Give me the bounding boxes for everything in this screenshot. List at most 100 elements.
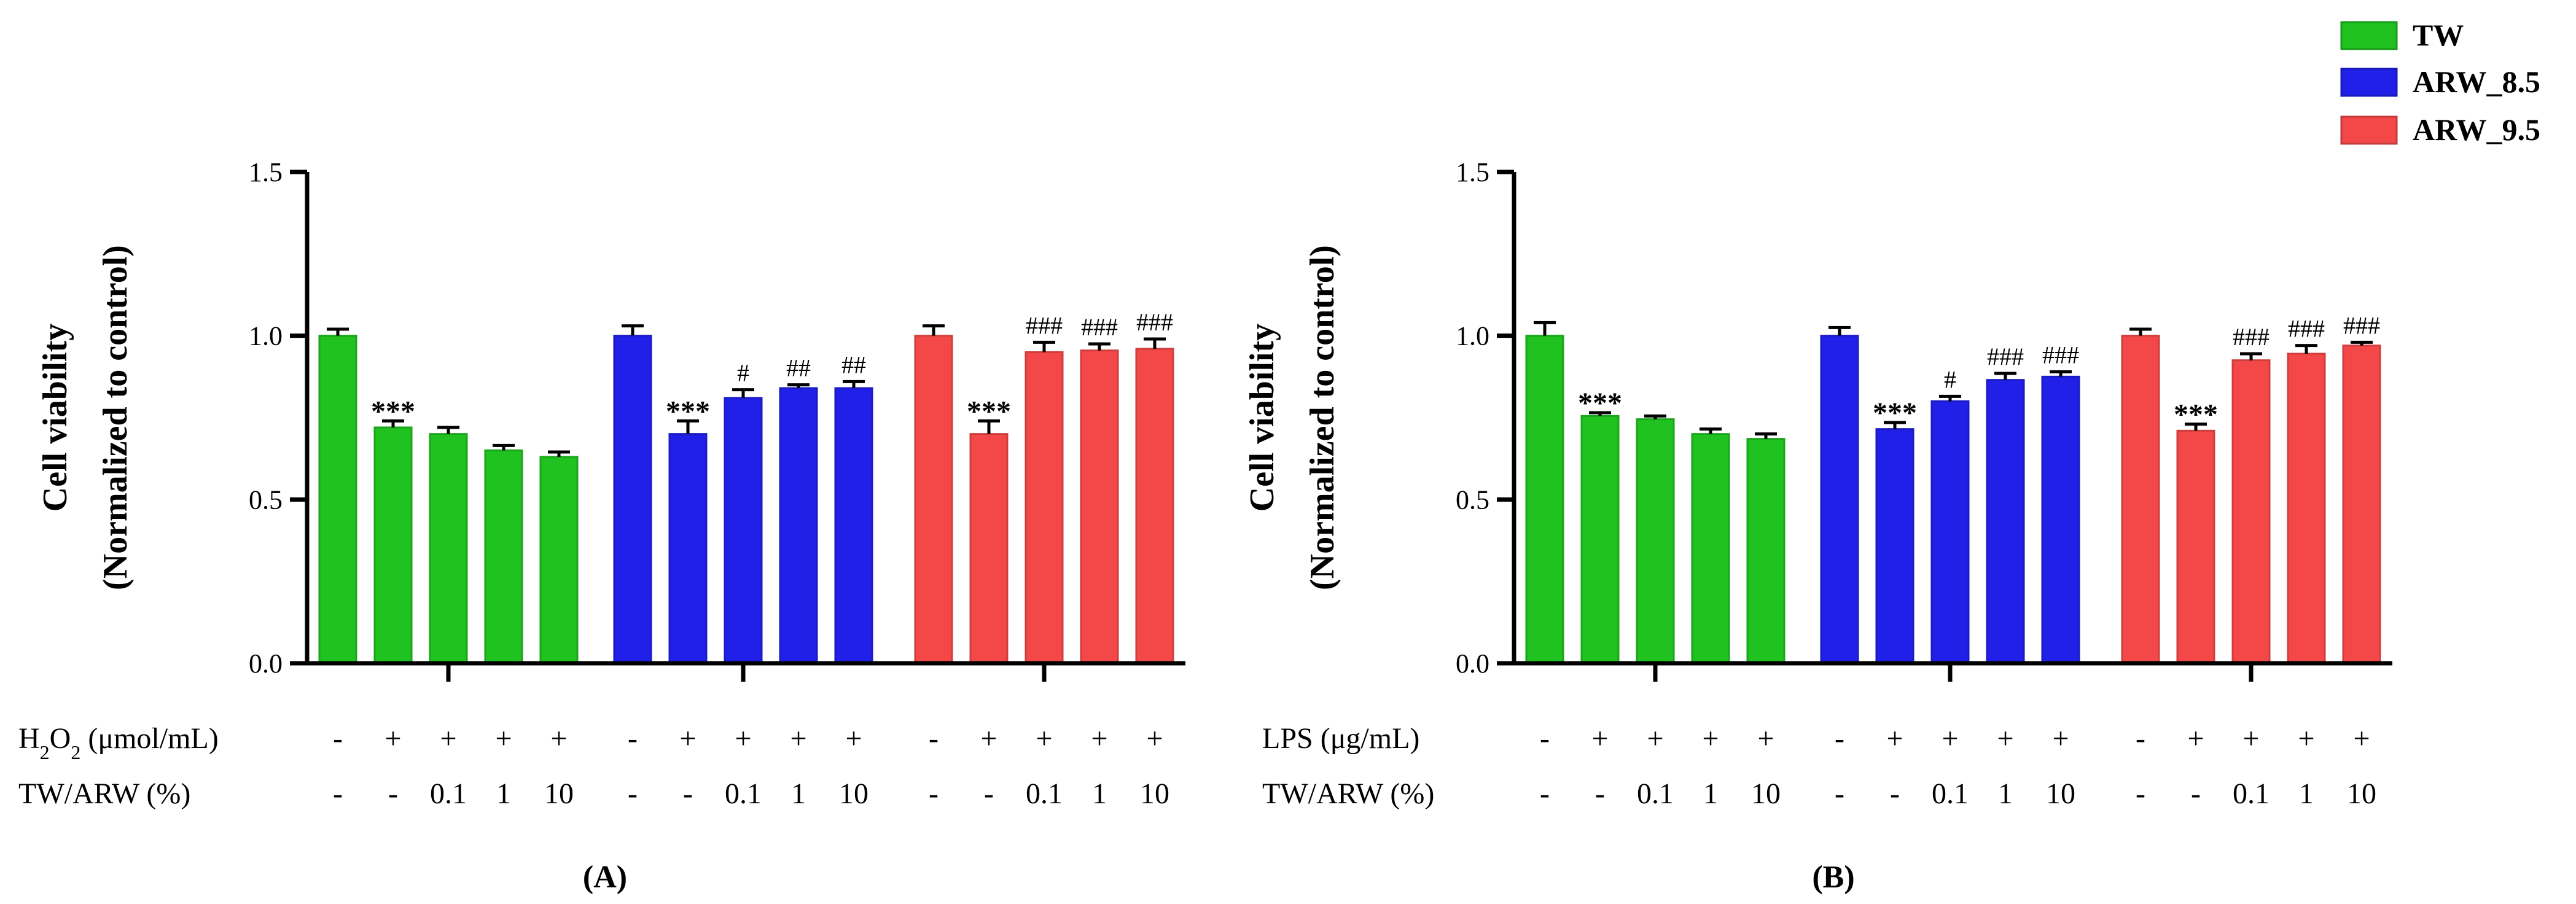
significance-stars: *** — [967, 395, 1011, 427]
treatment-mark: + — [2298, 722, 2314, 755]
dose-mark: 1 — [496, 777, 511, 810]
treatment-mark: + — [1146, 722, 1163, 755]
significance-stars: *** — [2174, 399, 2218, 431]
treatment-mark: + — [1647, 722, 1663, 755]
panel-b: 0.0 0.5 1.0 1.5 Cell viability (Normalized to… — [1243, 157, 2392, 895]
significance-hash: ### — [2042, 341, 2079, 368]
bar — [1691, 433, 1730, 664]
bar — [1986, 379, 2025, 664]
bar — [1820, 335, 1859, 664]
bar — [1025, 351, 1064, 664]
treatment-mark: + — [1591, 722, 1608, 755]
bar — [1080, 349, 1119, 664]
dose-mark: 0.1 — [2233, 777, 2270, 810]
y-tick-label: 0.0 — [1456, 649, 1489, 679]
dose-mark: 1 — [791, 777, 806, 810]
y-axis-label-line2: (Normalized to control) — [96, 245, 135, 590]
treatment-mark: - — [2136, 722, 2145, 755]
bar — [484, 449, 523, 664]
dose-mark: - — [2191, 777, 2201, 810]
treatment-mark: + — [1997, 722, 2013, 755]
significance-hash: ### — [2288, 315, 2325, 343]
bar — [969, 433, 1009, 664]
y-tick-label: 0.0 — [249, 649, 283, 679]
bar — [318, 335, 357, 664]
treatment-mark: - — [628, 722, 638, 755]
y-tick-label: 1.5 — [1456, 157, 1489, 187]
dose-mark: - — [1595, 777, 1605, 810]
treatment-mark: + — [980, 722, 997, 755]
y-axis-label-line2: (Normalized to control) — [1303, 245, 1341, 590]
dose-mark: - — [1540, 777, 1550, 810]
significance-hash: # — [737, 359, 749, 387]
legend: TW ARW_8.5 ARW_9.5 — [2340, 18, 2540, 147]
significance-stars: *** — [1873, 397, 1917, 429]
treatment-mark: + — [2187, 722, 2204, 755]
dose-mark: 10 — [1140, 777, 1169, 810]
y-tick-label: 1.0 — [1456, 321, 1489, 351]
y-tick-label: 1.5 — [249, 157, 283, 187]
dose-mark: - — [1890, 777, 1900, 810]
significance-hash: ### — [2233, 323, 2270, 351]
bar — [1746, 438, 1786, 664]
significance-hash: ### — [1026, 311, 1063, 339]
bar — [914, 335, 953, 664]
treatment-mark: + — [1091, 722, 1107, 755]
bar — [1875, 428, 1914, 664]
bar — [1135, 348, 1174, 664]
dose-mark: 1 — [1998, 777, 2013, 810]
dose-row-label: TW/ARW (%) — [1262, 777, 1434, 810]
treatment-mark: + — [2052, 722, 2069, 755]
legend-label: ARW_9.5 — [2413, 112, 2540, 147]
treatment-mark: + — [1036, 722, 1052, 755]
dose-mark: 1 — [2299, 777, 2314, 810]
bar — [2121, 335, 2160, 664]
dose-mark: - — [388, 777, 398, 810]
dose-mark: 10 — [839, 777, 868, 810]
panel-label: (A) — [583, 860, 627, 895]
bar — [1930, 400, 1970, 664]
y-tick-label: 0.5 — [249, 485, 283, 515]
bar — [1580, 415, 1620, 664]
treatment-mark: + — [1886, 722, 1903, 755]
significance-stars: *** — [371, 395, 415, 427]
y-axis-label-line1: Cell viability — [1243, 324, 1281, 512]
treatment-mark: + — [2242, 722, 2259, 755]
bar — [834, 387, 873, 664]
dose-mark: 0.1 — [725, 777, 762, 810]
bar — [429, 433, 468, 664]
panel-label: (B) — [1812, 860, 1854, 895]
bar — [1636, 418, 1675, 664]
legend-swatch — [2340, 68, 2398, 97]
dose-mark: - — [333, 777, 343, 810]
bar — [2176, 429, 2215, 664]
bar — [2342, 345, 2381, 664]
dose-mark: 1 — [1092, 777, 1107, 810]
treatment-mark: + — [1942, 722, 1958, 755]
y-axis-label-line1: Cell viability — [36, 324, 74, 512]
bar — [779, 387, 818, 664]
treatment-mark: + — [679, 722, 696, 755]
significance-hash: # — [1944, 365, 1956, 393]
treatment-mark: + — [1757, 722, 1774, 755]
significance-hash: ### — [2343, 311, 2380, 339]
y-tick-label: 0.5 — [1456, 485, 1489, 515]
treatment-mark: + — [2353, 722, 2370, 755]
treatment-mark: - — [929, 722, 939, 755]
bar — [373, 426, 413, 664]
dose-mark: 10 — [1751, 777, 1781, 810]
dose-mark: 1 — [1703, 777, 1718, 810]
legend-label: ARW_8.5 — [2413, 64, 2540, 99]
significance-hash: ### — [1136, 308, 1173, 336]
bar — [613, 335, 652, 664]
bar — [2041, 375, 2080, 664]
bar — [668, 433, 708, 664]
legend-swatch — [2340, 21, 2398, 50]
dose-mark: 0.1 — [1026, 777, 1063, 810]
dose-mark: - — [2136, 777, 2145, 810]
dose-mark: 0.1 — [430, 777, 467, 810]
dose-mark: - — [929, 777, 939, 810]
treatment-mark: + — [735, 722, 751, 755]
dose-mark: 0.1 — [1637, 777, 1674, 810]
